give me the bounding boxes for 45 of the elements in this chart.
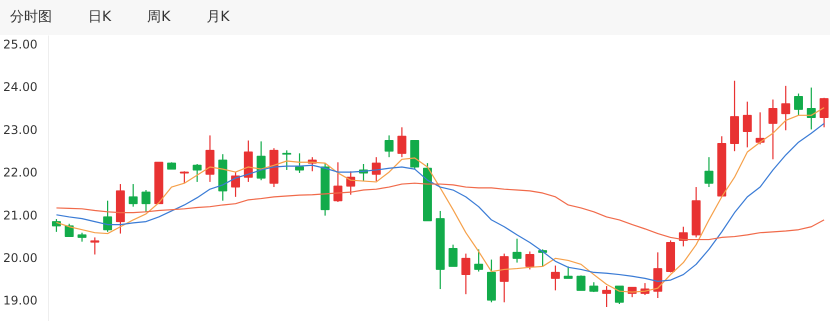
line-series <box>56 182 825 240</box>
y-tick-label: 23.00 <box>3 122 38 137</box>
candlestick <box>768 98 778 160</box>
candlestick <box>397 126 406 158</box>
text: 日K <box>88 9 112 25</box>
y-tick-label: 22.00 <box>3 166 38 180</box>
candlestick <box>602 285 612 308</box>
text: 周K <box>147 9 170 25</box>
candlestick <box>742 101 752 148</box>
candlestick <box>142 189 150 212</box>
candlestick <box>794 92 803 116</box>
candlestick <box>231 171 240 198</box>
text: 分时图 <box>10 9 52 25</box>
candlestick <box>180 170 189 184</box>
candlestick <box>192 163 202 183</box>
candlestick <box>525 250 534 270</box>
candlestick <box>678 226 688 247</box>
candlestick <box>52 218 61 232</box>
candlestick <box>614 285 624 305</box>
candlestick <box>384 134 394 158</box>
y-tick-label: 24.00 <box>3 80 38 94</box>
candlestick <box>820 97 829 128</box>
candlestick <box>474 248 484 272</box>
candlestick <box>550 264 560 291</box>
candlestick <box>256 140 266 181</box>
y-tick-label: 21.00 <box>3 208 38 222</box>
candlestick <box>333 162 342 203</box>
candlestick <box>512 238 522 264</box>
candlestick <box>103 200 112 232</box>
candlestick <box>589 282 598 293</box>
candlestick <box>372 156 381 182</box>
y-tick-label: 20.00 <box>3 250 38 265</box>
text: 月K <box>206 9 230 25</box>
candlestick <box>576 274 586 291</box>
candlestick <box>704 156 714 188</box>
candlestick <box>564 266 573 279</box>
candlestick <box>128 183 138 208</box>
candlestick <box>781 85 790 131</box>
y-tick-label: 25.00 <box>3 38 38 52</box>
candlestick <box>90 236 100 256</box>
candlestick <box>448 244 458 268</box>
candlestick <box>295 152 304 174</box>
candlestick <box>206 134 214 183</box>
candlestick <box>461 253 470 295</box>
y-tick-label: 19.00 <box>3 294 38 308</box>
